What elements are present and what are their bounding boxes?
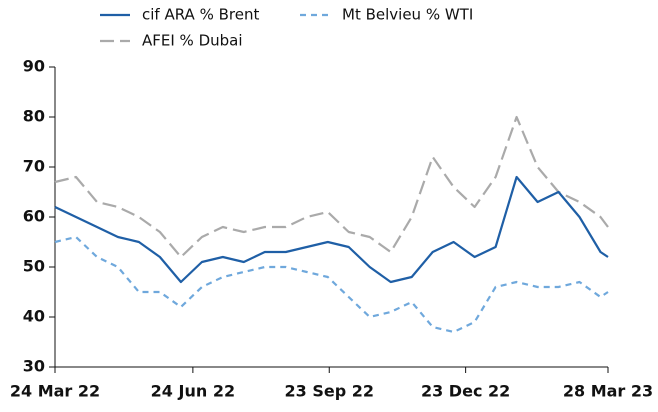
x-tick-label: 24 Mar 22 <box>10 382 100 401</box>
y-tick-label: 90 <box>23 57 45 76</box>
series-line <box>54 175 609 284</box>
series-line <box>54 115 609 259</box>
legend-label: AFEI % Dubai <box>142 32 243 50</box>
y-tick-label: 50 <box>23 257 45 276</box>
y-tick-label: 60 <box>23 207 45 226</box>
x-tick-label: 23 Sep 22 <box>285 382 375 401</box>
x-tick-label: 28 Mar 23 <box>563 382 653 401</box>
y-tick-label: 30 <box>23 357 45 376</box>
series-line <box>54 235 609 334</box>
legend-label: Mt Belvieu % WTI <box>342 6 473 24</box>
x-tick-label: 23 Dec 22 <box>421 382 510 401</box>
y-tick-label: 40 <box>23 307 45 326</box>
legend-label: cif ARA % Brent <box>142 6 259 24</box>
x-tick-label: 24 Jun 22 <box>151 382 235 401</box>
y-tick-label: 70 <box>23 157 45 176</box>
y-tick-label: 80 <box>23 107 45 126</box>
